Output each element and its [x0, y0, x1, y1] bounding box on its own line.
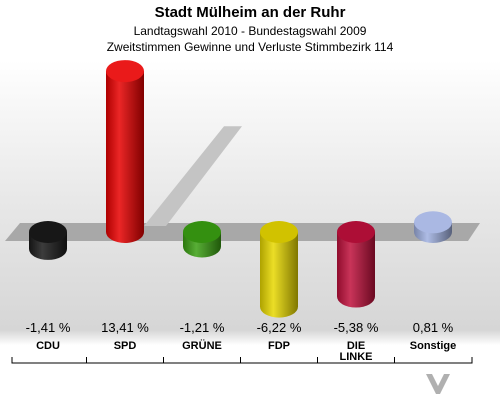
bar-cdu	[29, 221, 67, 260]
value-labels: -1,41 % 13,41 % -1,21 % -6,22 % -5,38 % 0,81 …	[26, 320, 454, 335]
bar-spd	[106, 60, 144, 243]
category-label: GRÜNE	[182, 339, 222, 352]
category-label: FDP	[268, 340, 290, 352]
value-label: -1,21 %	[180, 320, 225, 335]
category-label: Sonstige	[410, 340, 456, 352]
category-label: LINKE	[340, 351, 373, 363]
baseline-plane	[5, 223, 480, 241]
chart-subtitle: Landtagswahl 2010 - Bundestagswahl 2009	[133, 24, 367, 38]
vote-manager-logo	[426, 374, 450, 394]
baseline-shadow	[5, 126, 480, 241]
category-label: DIE	[347, 340, 365, 352]
value-label: 13,41 %	[101, 320, 149, 335]
bar-die-linke	[337, 221, 375, 308]
chart-subtitle-2: Zweitstimmen Gewinne und Verluste Stimmb…	[106, 40, 394, 54]
value-label: -6,22 %	[257, 320, 302, 335]
value-label: 0,81 %	[413, 320, 454, 335]
chart-title: Stadt Mülheim an der Ruhr	[154, 4, 346, 21]
value-label: -1,41 %	[26, 320, 71, 335]
bar-shadow	[144, 126, 242, 226]
axis-line	[11, 357, 473, 364]
bar-sonstige	[414, 211, 452, 243]
value-label: -5,38 %	[334, 320, 379, 335]
category-label: CDU	[36, 340, 60, 352]
bar-fdp	[260, 221, 298, 318]
bars	[29, 60, 452, 318]
bar-grüne	[183, 221, 221, 258]
category-label: SPD	[114, 340, 137, 352]
logo-check-icon	[426, 374, 450, 394]
